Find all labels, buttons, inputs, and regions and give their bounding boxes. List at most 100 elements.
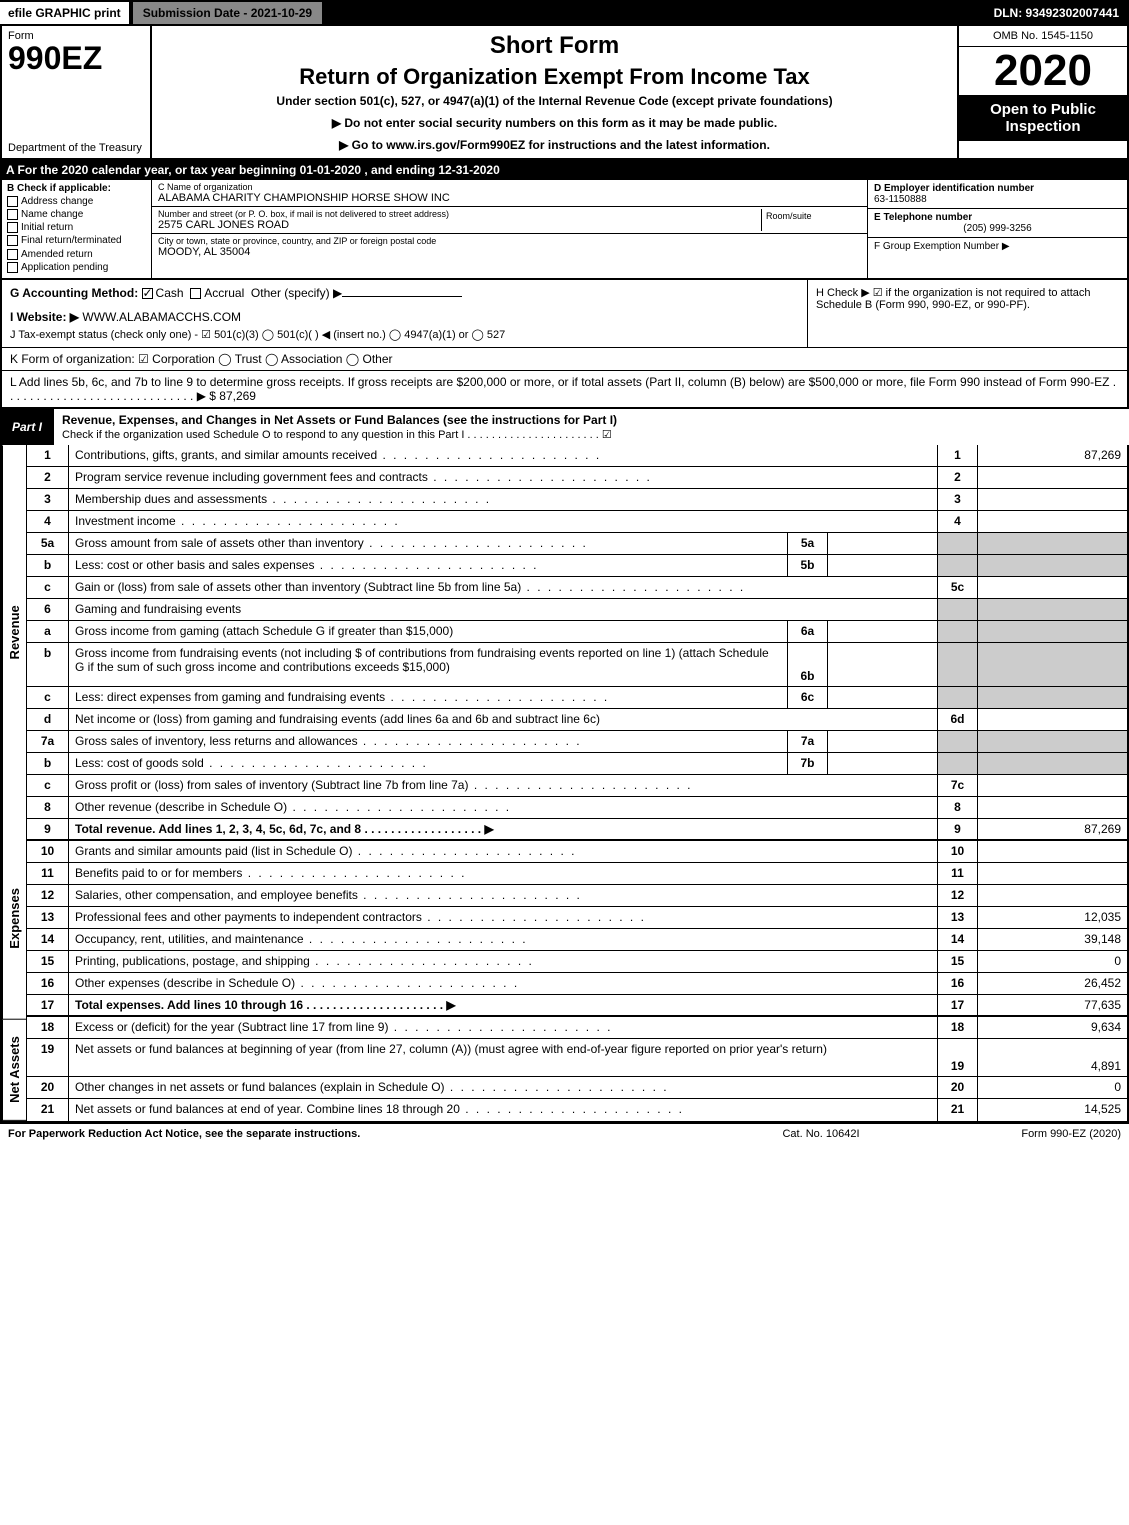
line-desc: Investment income [69, 511, 937, 532]
table-row: 20Other changes in net assets or fund ba… [27, 1077, 1127, 1099]
line-val: 26,452 [977, 973, 1127, 994]
line-ref: 15 [937, 951, 977, 972]
part1-title-text: Revenue, Expenses, and Changes in Net As… [62, 413, 617, 427]
chk-pending-label: Application pending [21, 262, 108, 273]
form-number: 990EZ [8, 42, 144, 74]
line-val: 87,269 [977, 445, 1127, 466]
line-desc: Gross income from gaming (attach Schedul… [69, 621, 787, 642]
checkbox-icon[interactable] [7, 235, 18, 246]
line-desc: Net assets or fund balances at end of ye… [69, 1099, 937, 1121]
i-label: I Website: ▶ [10, 310, 79, 324]
efile-label: efile GRAPHIC print [0, 2, 129, 24]
line-desc: Contributions, gifts, grants, and simila… [69, 445, 937, 466]
table-row: 6Gaming and fundraising events [27, 599, 1127, 621]
mid-ref: 6c [787, 687, 827, 708]
part1-header: Part I Revenue, Expenses, and Changes in… [0, 409, 1129, 445]
row-h: H Check ▶ ☑ if the organization is not r… [807, 280, 1127, 347]
table-row: 13Professional fees and other payments t… [27, 907, 1127, 929]
line-desc: Program service revenue including govern… [69, 467, 937, 488]
line-ref: 13 [937, 907, 977, 928]
checkbox-icon[interactable] [142, 288, 153, 299]
city-label: City or town, state or province, country… [158, 236, 436, 246]
line-no: 14 [27, 929, 69, 950]
line-val [977, 489, 1127, 510]
dept-treasury: Department of the Treasury [8, 142, 144, 154]
tel-value: (205) 999-3256 [874, 223, 1121, 234]
chk-name-label: Name change [21, 209, 83, 220]
line-desc: Less: direct expenses from gaming and fu… [69, 687, 787, 708]
chk-amended[interactable]: Amended return [7, 249, 146, 260]
mid-ref: 5b [787, 555, 827, 576]
chk-name[interactable]: Name change [7, 209, 146, 220]
checkbox-icon[interactable] [7, 209, 18, 220]
chk-final[interactable]: Final return/terminated [7, 235, 146, 246]
short-form-title: Short Form [162, 32, 947, 60]
table-row: 5aGross amount from sale of assets other… [27, 533, 1127, 555]
city: MOODY, AL 35004 [158, 246, 436, 258]
line-desc: Excess or (deficit) for the year (Subtra… [69, 1017, 937, 1038]
line-no: 13 [27, 907, 69, 928]
line-ref [937, 599, 977, 620]
line-no: 10 [27, 841, 69, 862]
line-ref [937, 643, 977, 686]
table-row: 12Salaries, other compensation, and empl… [27, 885, 1127, 907]
line-val: 9,634 [977, 1017, 1127, 1038]
chk-address[interactable]: Address change [7, 196, 146, 207]
line-ref: 2 [937, 467, 977, 488]
room-label: Room/suite [766, 211, 857, 221]
line-desc: Benefits paid to or for members [69, 863, 937, 884]
line-desc: Gaming and fundraising events [69, 599, 937, 620]
line-ref: 21 [937, 1099, 977, 1121]
line-val [977, 797, 1127, 818]
group-label: F Group Exemption Number ▶ [874, 241, 1121, 252]
table-row: 3Membership dues and assessments3 [27, 489, 1127, 511]
checkbox-icon[interactable] [190, 288, 201, 299]
checkbox-icon[interactable] [7, 249, 18, 260]
chk-pending[interactable]: Application pending [7, 262, 146, 273]
street-label: Number and street (or P. O. box, if mail… [158, 209, 761, 219]
box-def: D Employer identification number 63-1150… [867, 180, 1127, 278]
room-suite: Room/suite [761, 209, 861, 231]
line-val: 0 [977, 951, 1127, 972]
line-ref: 12 [937, 885, 977, 906]
line-no: 8 [27, 797, 69, 818]
line-no: 11 [27, 863, 69, 884]
g-other-blank[interactable] [342, 296, 462, 297]
row-g: G Accounting Method: Cash Accrual Other … [2, 280, 807, 347]
line-no: 1 [27, 445, 69, 466]
line-desc-bold: Total revenue. Add lines 1, 2, 3, 4, 5c,… [75, 822, 494, 836]
checkbox-icon[interactable] [7, 262, 18, 273]
line-val [977, 731, 1127, 752]
table-row: 18Excess or (deficit) for the year (Subt… [27, 1017, 1127, 1039]
chk-initial[interactable]: Initial return [7, 222, 146, 233]
line-desc-bold: Total expenses. Add lines 10 through 16 … [75, 998, 456, 1012]
line-no: 12 [27, 885, 69, 906]
line-desc: Salaries, other compensation, and employ… [69, 885, 937, 906]
line-ref: 7c [937, 775, 977, 796]
line-val [977, 599, 1127, 620]
checkbox-icon[interactable] [7, 196, 18, 207]
line-ref [937, 687, 977, 708]
g-cash: Cash [156, 286, 184, 300]
part1-check-text: Check if the organization used Schedule … [62, 429, 612, 441]
line-val [977, 621, 1127, 642]
line-desc: Gross profit or (loss) from sales of inv… [69, 775, 937, 796]
street-row: Number and street (or P. O. box, if mail… [152, 207, 867, 234]
website-value[interactable]: WWW.ALABAMACCHS.COM [82, 310, 241, 324]
footer-catno: Cat. No. 10642I [721, 1128, 921, 1140]
info-block: B Check if applicable: Address change Na… [0, 180, 1129, 280]
line-no: b [27, 643, 69, 686]
table-row: cGain or (loss) from sale of assets othe… [27, 577, 1127, 599]
table-row: bLess: cost or other basis and sales exp… [27, 555, 1127, 577]
table-row: 7aGross sales of inventory, less returns… [27, 731, 1127, 753]
checkbox-icon[interactable] [7, 222, 18, 233]
g-other: Other (specify) ▶ [251, 286, 342, 300]
table-row: bLess: cost of goods sold7b [27, 753, 1127, 775]
line-val: 0 [977, 1077, 1127, 1098]
line-ref: 3 [937, 489, 977, 510]
line-no: 17 [27, 995, 69, 1015]
part1-label: Part I [0, 416, 54, 438]
table-row: 16Other expenses (describe in Schedule O… [27, 973, 1127, 995]
line-desc: Net income or (loss) from gaming and fun… [69, 709, 937, 730]
line-val: 4,891 [977, 1039, 1127, 1076]
